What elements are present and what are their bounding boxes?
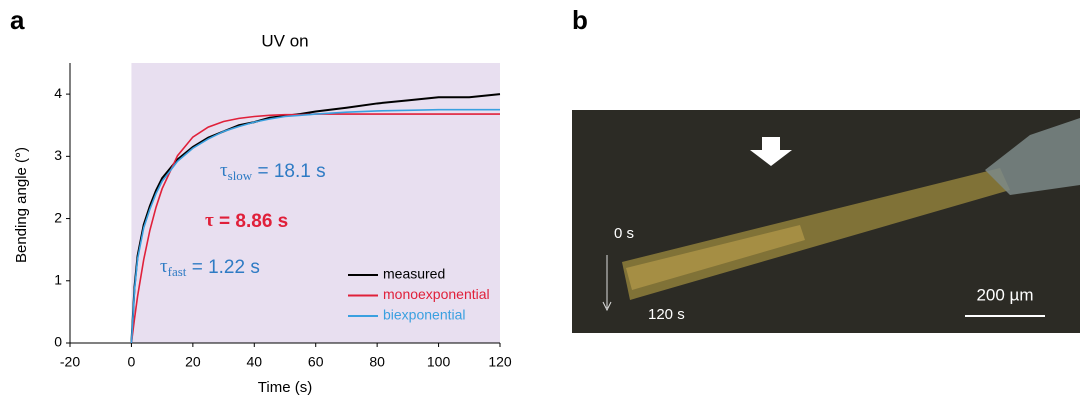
x-tick-label: 120	[488, 354, 512, 370]
holder	[985, 118, 1080, 195]
series-line	[130, 113, 500, 344]
micrograph: 0 s 120 s 200 µm	[572, 110, 1080, 333]
series-line	[130, 93, 501, 344]
series-line	[130, 108, 500, 344]
legend-label: measured	[383, 266, 445, 282]
x-axis-label: Time (s)	[258, 379, 312, 396]
motion-arrowhead	[602, 301, 612, 312]
annotation-symbol: τ	[220, 160, 228, 181]
x-tick-label: 80	[369, 354, 385, 370]
x-tick-label: 0	[128, 354, 136, 370]
annotation: τ = 8.86 s	[205, 210, 288, 232]
y-tick-label: 1	[54, 271, 62, 287]
x-tick-label: 60	[308, 354, 324, 370]
x-tick-label: 40	[246, 354, 262, 370]
annotation: τslow = 18.1 s	[220, 160, 326, 183]
y-tick-label: 2	[54, 209, 62, 225]
annotation: τfast = 1.22 s	[160, 256, 260, 279]
annotation-symbol: τ	[205, 210, 214, 231]
y-tick-label: 3	[54, 147, 62, 163]
time-label: 120 s	[648, 306, 685, 323]
plot: 0 1 2 3 4 -20 0 20 40 60 80 100 120 measured monoexpon…	[54, 63, 512, 370]
panel-label: b	[572, 5, 588, 35]
annotation-text: = 8.86 s	[214, 211, 288, 232]
annotation-text: = 1.22 s	[186, 257, 259, 278]
y-tick-label: 0	[54, 334, 62, 350]
crystal-highlight	[626, 225, 805, 290]
x-tick-label: 20	[185, 354, 201, 370]
y-tick-label: 4	[54, 85, 62, 101]
annotation-subscript: slow	[228, 168, 253, 183]
time-label: 0 s	[614, 225, 634, 242]
chart-title: UV on	[261, 31, 308, 50]
arrow	[750, 137, 792, 166]
legend-label: monoexponential	[383, 286, 490, 302]
x-tick-label: 100	[427, 354, 451, 370]
annotation-text: = 18.1 s	[252, 161, 325, 182]
y-axis-label: Bending angle (°)	[13, 147, 30, 263]
scale-bar-label: 200 µm	[976, 285, 1033, 304]
annotation-symbol: τ	[160, 256, 168, 277]
legend-label: biexponential	[383, 307, 466, 323]
crystal	[622, 168, 1010, 300]
annotation-subscript: fast	[168, 264, 187, 279]
x-tick-label: -20	[60, 354, 80, 370]
panel-label: a	[10, 5, 25, 35]
